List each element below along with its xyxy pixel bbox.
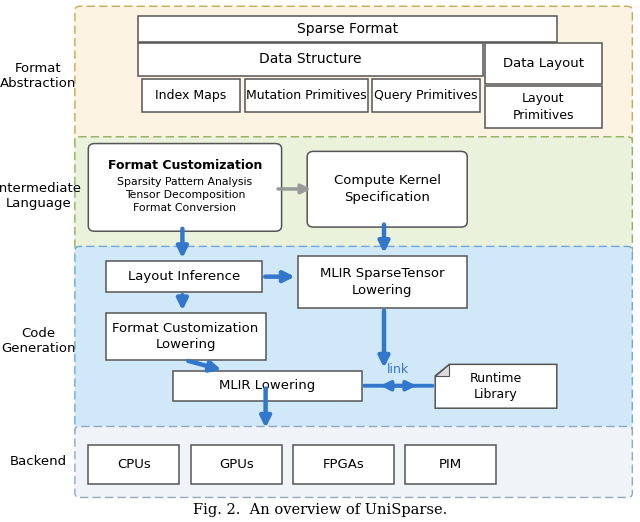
PathPatch shape: [435, 364, 557, 408]
FancyBboxPatch shape: [75, 6, 632, 145]
FancyBboxPatch shape: [75, 137, 632, 255]
Text: Fig. 2.  An overview of UniSparse.: Fig. 2. An overview of UniSparse.: [193, 503, 447, 517]
FancyBboxPatch shape: [106, 313, 266, 360]
FancyBboxPatch shape: [307, 151, 467, 227]
Text: Mutation Primitives: Mutation Primitives: [246, 89, 367, 102]
Text: Code
Generation: Code Generation: [1, 327, 76, 355]
FancyBboxPatch shape: [75, 426, 632, 497]
Text: MLIR SparseTensor
Lowering: MLIR SparseTensor Lowering: [320, 267, 445, 296]
Text: FPGAs: FPGAs: [323, 458, 364, 471]
FancyBboxPatch shape: [245, 79, 368, 112]
Text: Runtime
Library: Runtime Library: [470, 372, 522, 401]
FancyBboxPatch shape: [485, 86, 602, 128]
FancyBboxPatch shape: [106, 261, 262, 292]
FancyBboxPatch shape: [173, 371, 362, 401]
Text: Sparse Format: Sparse Format: [296, 22, 398, 35]
Text: Query Primitives: Query Primitives: [374, 89, 478, 102]
Text: Data Layout: Data Layout: [503, 57, 584, 69]
Text: MLIR Lowering: MLIR Lowering: [219, 379, 316, 392]
FancyBboxPatch shape: [298, 256, 467, 308]
FancyBboxPatch shape: [485, 43, 602, 84]
FancyBboxPatch shape: [138, 43, 483, 76]
Text: PIM: PIM: [439, 458, 462, 471]
FancyBboxPatch shape: [88, 445, 179, 484]
Text: CPUs: CPUs: [117, 458, 150, 471]
FancyBboxPatch shape: [138, 16, 557, 42]
FancyBboxPatch shape: [142, 79, 240, 112]
Text: GPUs: GPUs: [219, 458, 253, 471]
PathPatch shape: [435, 364, 449, 376]
Text: Intermediate
Language: Intermediate Language: [0, 182, 81, 210]
Text: Format Customization
Lowering: Format Customization Lowering: [113, 322, 259, 351]
Text: Format Customization: Format Customization: [108, 159, 262, 172]
FancyBboxPatch shape: [372, 79, 480, 112]
FancyBboxPatch shape: [293, 445, 394, 484]
Text: Data Structure: Data Structure: [259, 52, 362, 66]
Text: Sparsity Pattern Analysis
Tensor Decomposition
Format Conversion: Sparsity Pattern Analysis Tensor Decompo…: [117, 177, 253, 213]
Text: Backend: Backend: [10, 456, 67, 468]
FancyBboxPatch shape: [405, 445, 496, 484]
Text: Compute Kernel
Specification: Compute Kernel Specification: [333, 174, 441, 204]
Text: Layout Inference: Layout Inference: [128, 270, 240, 283]
Text: Layout
Primitives: Layout Primitives: [513, 92, 574, 122]
FancyBboxPatch shape: [88, 144, 282, 231]
FancyBboxPatch shape: [75, 246, 632, 435]
Text: Format
Abstraction: Format Abstraction: [0, 62, 77, 90]
FancyBboxPatch shape: [191, 445, 282, 484]
Text: Index Maps: Index Maps: [156, 89, 227, 102]
Text: link: link: [387, 363, 410, 376]
